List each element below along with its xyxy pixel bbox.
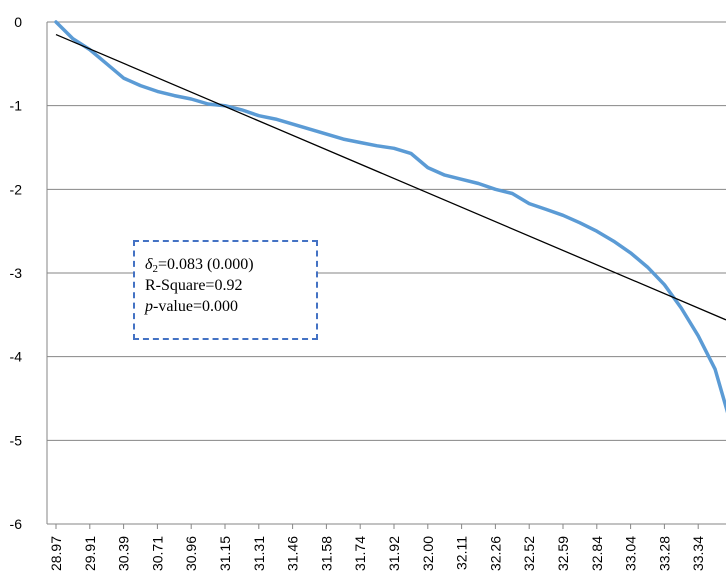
trend-line	[55, 33, 726, 321]
y-tick-label: -5	[10, 432, 23, 448]
y-tick-label: -1	[10, 98, 23, 114]
p-label: p	[145, 298, 153, 315]
x-tick-label: 33.34	[690, 536, 706, 571]
x-tick-label: 32.00	[420, 536, 436, 571]
grid-lines	[47, 21, 726, 441]
delta-line: δ2=0.083 (0.000)	[145, 254, 316, 275]
x-tick-label: 28.97	[48, 536, 64, 571]
x-tick-label: 33.28	[656, 536, 672, 571]
x-tick-label: 32.59	[555, 536, 571, 571]
x-tick-label: 30.71	[149, 536, 165, 571]
stats-annotation-box: δ2=0.083 (0.000) R-Square=0.92 p-value=0…	[133, 240, 318, 340]
series-line	[54, 20, 726, 414]
y-tick-label: -4	[10, 349, 23, 365]
p-value-line: p-value=0.000	[145, 296, 316, 317]
y-tick-label: -6	[10, 516, 23, 532]
x-tick-label: 31.15	[217, 536, 233, 571]
delta-symbol: δ	[145, 256, 153, 273]
x-tick-label: 32.26	[487, 536, 503, 571]
x-tick-label: 32.11	[454, 536, 470, 570]
delta-subscript: 2	[152, 263, 158, 275]
delta-value: =0.083 (0.000)	[157, 256, 254, 273]
x-tick-labels: 28.97 29.91 30.39 30.71 30.96 31.15 31.31 31.46…	[48, 524, 726, 571]
y-tick-label: -2	[10, 181, 23, 197]
x-tick-label: 31.92	[386, 536, 402, 571]
x-tick-label: 33.04	[623, 536, 639, 571]
x-tick-label: 29.91	[82, 536, 98, 571]
y-tick-labels: 0 -1 -2 -3 -4 -5 -6	[10, 14, 23, 532]
x-tick-label: 32.84	[589, 536, 605, 571]
y-tick-label: 0	[14, 14, 22, 30]
x-tick-label: 32.52	[521, 536, 537, 571]
x-tick-label: 31.46	[285, 536, 301, 571]
x-tick-label: 30.39	[116, 536, 132, 571]
x-tick-label: 34.30	[724, 536, 726, 571]
x-tick-label: 31.74	[352, 536, 368, 571]
x-tick-label: 31.58	[318, 536, 334, 571]
p-value-text: -value=0.000	[153, 298, 238, 315]
y-tick-label: -3	[10, 265, 23, 281]
r-square-line: R-Square=0.92	[145, 277, 243, 294]
x-tick-label: 31.31	[251, 536, 267, 571]
x-tick-label: 30.96	[183, 536, 199, 571]
